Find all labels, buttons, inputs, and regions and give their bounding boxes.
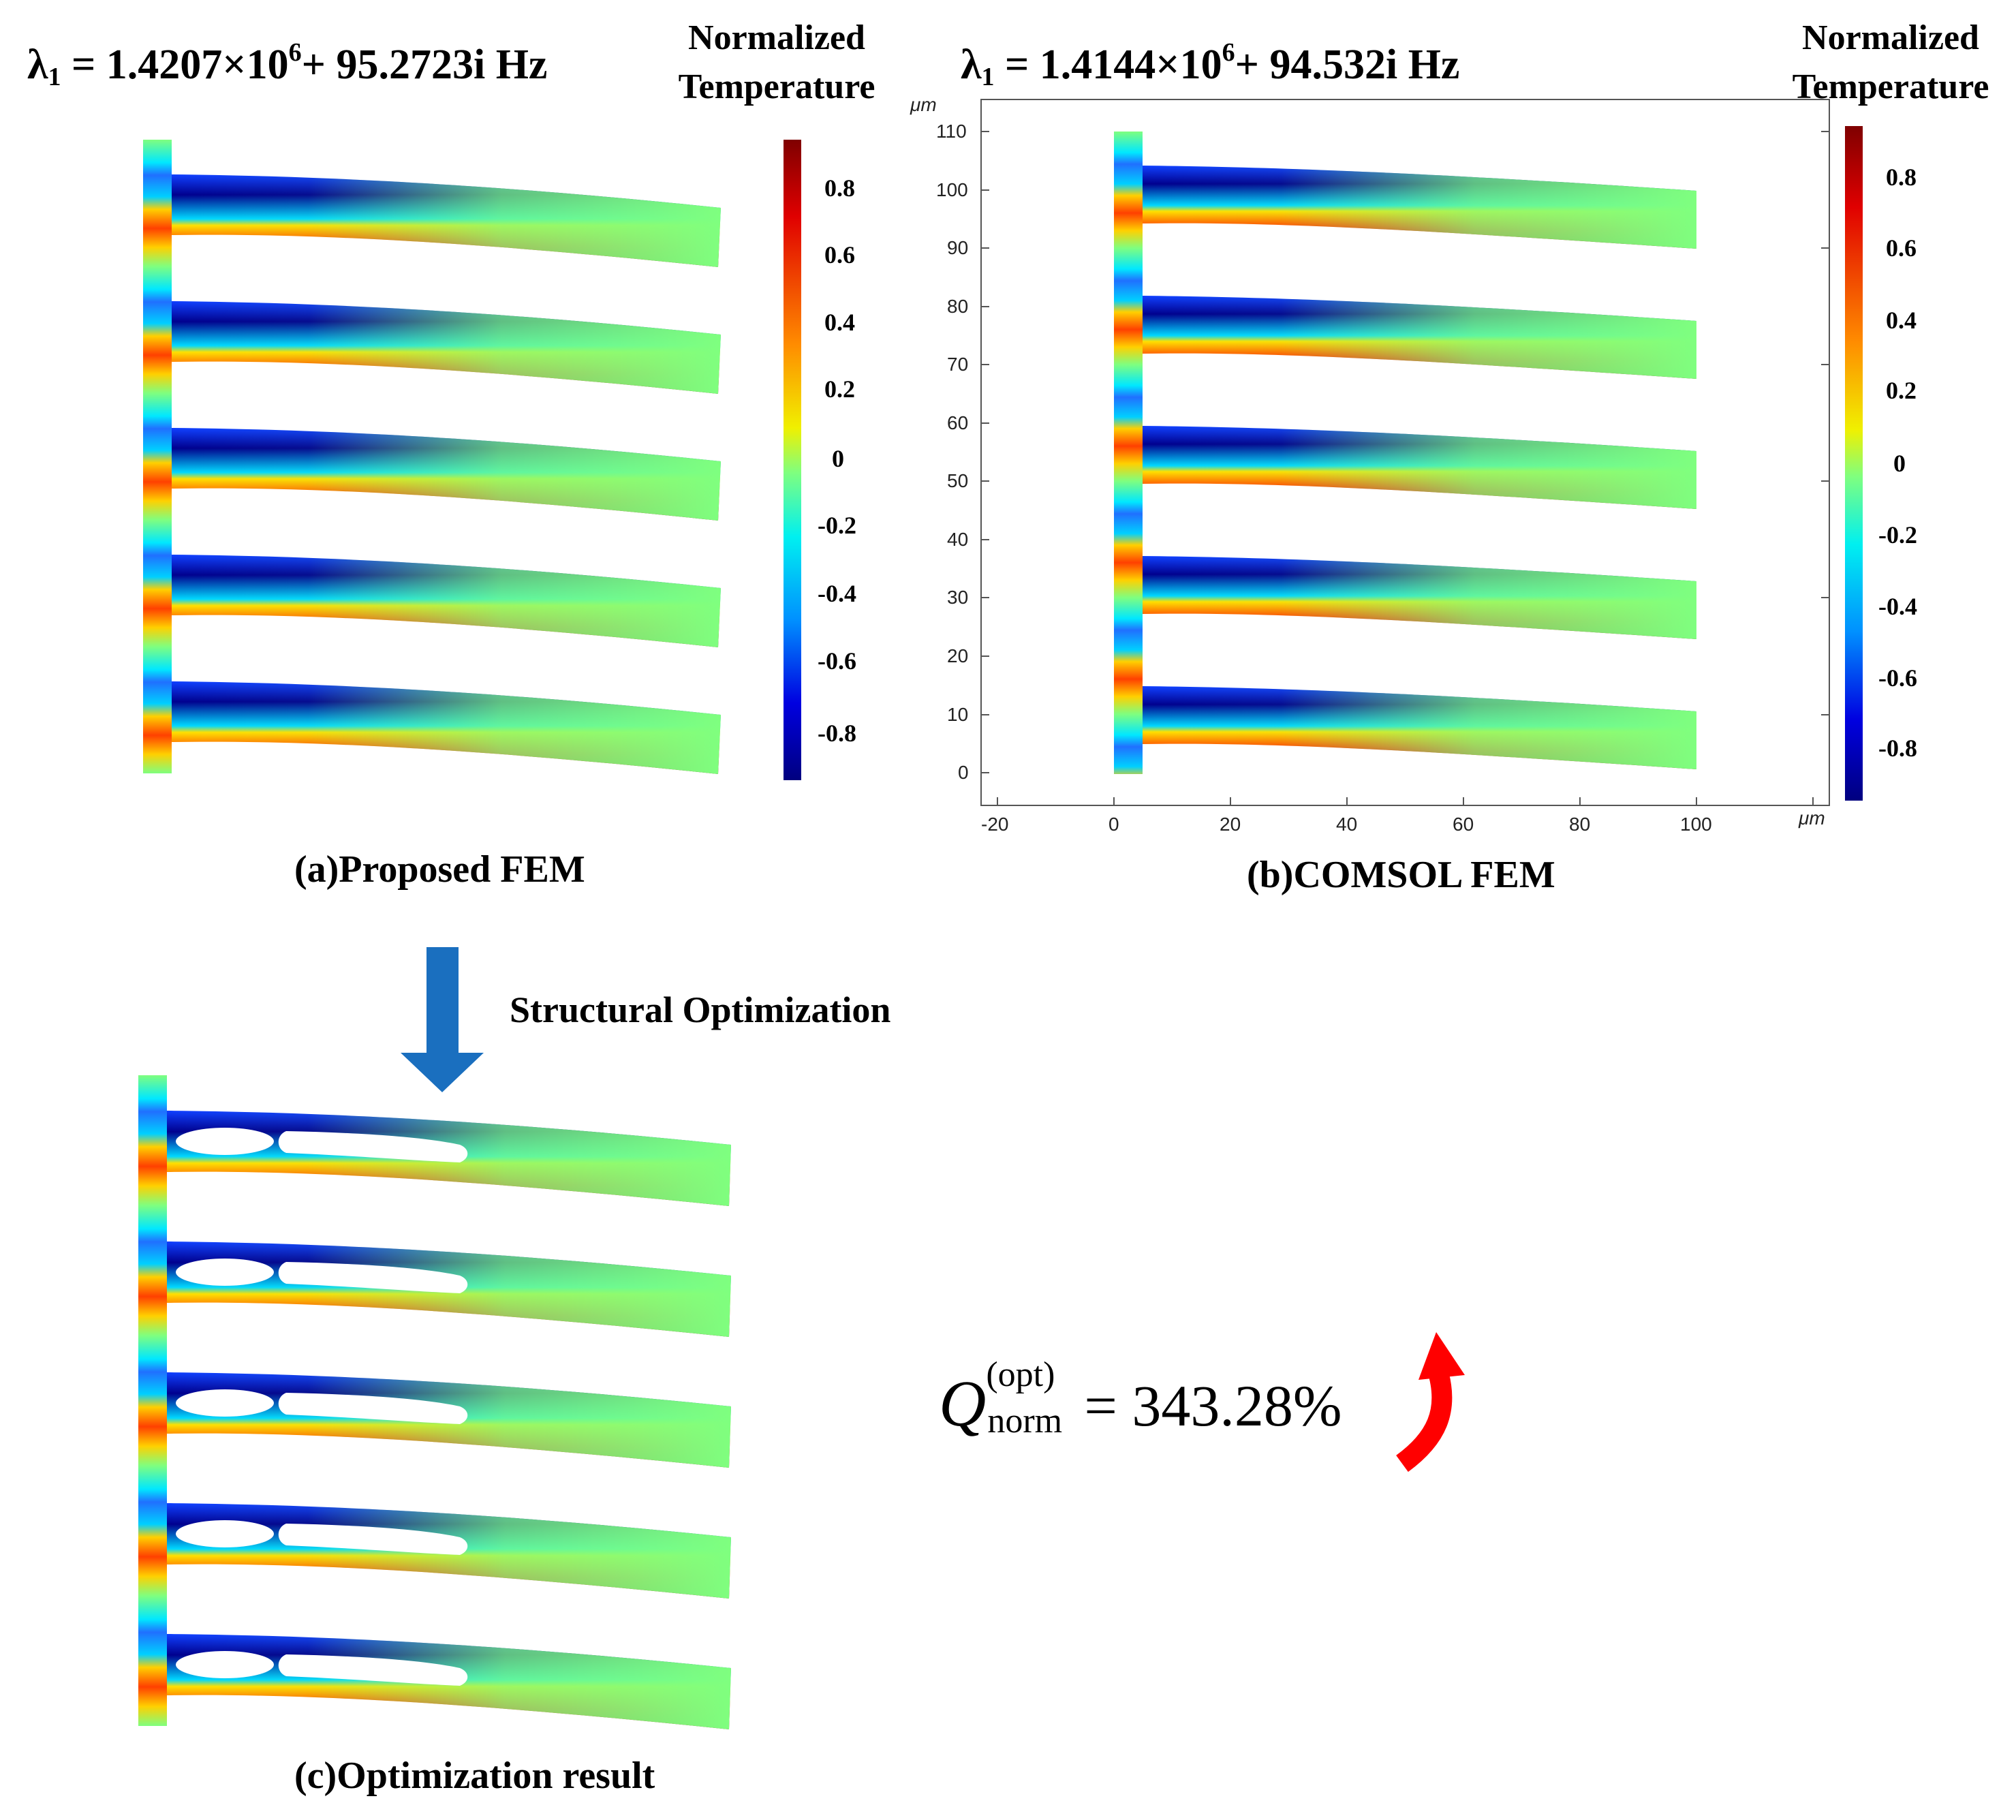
panel-c-hole (176, 1128, 274, 1155)
q-symbol: Q (939, 1367, 987, 1440)
panel-b-eigenvalue: λ1 = 1.4144×106+ 94.532i Hz (961, 38, 1460, 91)
panel-c-beam (167, 1634, 731, 1729)
panel-c-hole (176, 1389, 274, 1417)
increase-arrow-icon (1395, 1372, 1453, 1472)
panel-c-hole (176, 1259, 274, 1286)
panel-b-x-tick: 20 (1220, 814, 1241, 835)
panel-a-colorbar-tick: 0 (832, 445, 844, 472)
panel-b-x-tick: 80 (1569, 814, 1591, 835)
q-value: = 343.28% (1084, 1373, 1342, 1438)
panel-b-y-tick: 110 (936, 121, 967, 142)
panel-a-eigenvalue: λ1 = 1.4207×106+ 95.2723i Hz (27, 38, 548, 91)
panel-b-caption: (b)COMSOL FEM (1247, 854, 1555, 896)
panel-b-beam (1143, 556, 1696, 639)
panel-b-y-tick: 100 (936, 179, 968, 200)
q-result: Q (opt) norm = 343.28% (939, 1357, 1342, 1440)
panel-b-y-tick: 70 (947, 354, 969, 375)
panel-b-colorbar-tick: 0.8 (1886, 164, 1917, 191)
panel-a-colorbar-tick: 0.6 (824, 241, 855, 268)
optimization-arrow-icon (401, 947, 484, 1092)
panel-b-colorbar-tick: 0 (1893, 450, 1906, 477)
panel-b-beam (1143, 686, 1696, 769)
arrow-label: Structural Optimization (510, 989, 891, 1030)
panel-b-colorbar-tick: -0.6 (1878, 664, 1917, 692)
panel-b-y-tick: 10 (947, 704, 969, 725)
panel-a-colorbar-title: Normalized Temperature (678, 18, 875, 106)
panel-b-colorbar-tick: 0.2 (1886, 377, 1917, 404)
panel-c-hole (278, 1131, 468, 1162)
panel-a-beam (172, 555, 721, 647)
panel-a-colorbar-tick: -0.2 (818, 512, 856, 539)
panel-b-structure (1114, 132, 1696, 774)
panel-a-colorbar (784, 140, 801, 780)
panel-b-y-unit: μm (910, 94, 937, 115)
panel-c-hole (278, 1524, 468, 1555)
panel-b-x-tick: 40 (1336, 814, 1358, 835)
panel-b-y-tick: 90 (947, 237, 969, 258)
panel-a-anchor (143, 140, 172, 773)
panel-a-beam (172, 428, 721, 521)
panel-b-y-tick: 30 (947, 587, 969, 608)
panel-b-y-tick: 40 (947, 529, 969, 550)
panel-a-colorbar-tick: 0.2 (824, 375, 855, 403)
panel-b-colorbar-tick: -0.4 (1878, 593, 1917, 620)
panel-a-beam (172, 301, 721, 394)
panel-b-beam (1143, 166, 1696, 249)
panel-a-caption: (a)Proposed FEM (294, 848, 585, 891)
panel-c-hole (176, 1520, 274, 1547)
panel-c-anchor (138, 1075, 167, 1726)
panel-c-beam (167, 1241, 731, 1337)
panel-a-colorbar-tick: -0.4 (818, 580, 856, 607)
q-superscript: (opt) (986, 1355, 1055, 1394)
panel-b-y-tick: 0 (958, 762, 969, 783)
panel-b-axes (980, 99, 1830, 806)
panel-b-colorbar-title: Normalized Temperature (1792, 18, 1989, 106)
panel-b-y-tick: 50 (947, 470, 969, 491)
panel-c-hole (278, 1393, 468, 1424)
panel-c-beam (167, 1503, 731, 1599)
panel-b-x-tick: 100 (1680, 814, 1712, 835)
panel-a-colorbar-tick: -0.6 (818, 647, 856, 675)
panel-b-x-unit: μm (1799, 807, 1825, 829)
panel-a-structure (143, 140, 721, 774)
panel-a-beam (172, 174, 721, 267)
panel-a-colorbar-tick: 0.4 (824, 309, 855, 336)
panel-b-x-tick: 60 (1453, 814, 1474, 835)
panel-b-x-tick: -20 (981, 814, 1009, 835)
panel-b-anchor (1114, 132, 1143, 774)
panel-a-colorbar-tick: 0.8 (824, 174, 855, 202)
panel-c-caption: (c)Optimization result (294, 1755, 655, 1797)
q-subscript: norm (987, 1402, 1063, 1440)
panel-b-colorbar (1845, 126, 1863, 801)
panel-a-beam (172, 681, 721, 774)
panel-b-colorbar-tick: -0.8 (1878, 735, 1917, 762)
panel-b-x-tick: 0 (1108, 814, 1119, 835)
panel-b-x-ticks (997, 797, 1814, 805)
panel-c-hole (278, 1654, 468, 1686)
panel-b-beam (1143, 296, 1696, 379)
panel-c-hole (278, 1262, 468, 1293)
panel-b-y-tick: 60 (947, 412, 969, 433)
increase-arrowhead-icon (1418, 1332, 1465, 1380)
panel-b-y-ticks (981, 131, 1829, 773)
panel-b-colorbar-tick: 0.6 (1886, 234, 1917, 262)
panel-c-structure (138, 1075, 731, 1729)
panel-b-beam (1143, 426, 1696, 509)
panel-a-colorbar-tick: -0.8 (818, 720, 856, 747)
panel-c-hole (176, 1651, 274, 1678)
panel-b-colorbar-tick: -0.2 (1878, 521, 1917, 549)
panel-c-beam (167, 1372, 731, 1468)
panel-b-y-tick: 20 (947, 645, 969, 666)
panel-b-y-tick: 80 (947, 296, 969, 317)
panel-c-beam (167, 1111, 731, 1206)
panel-b-colorbar-tick: 0.4 (1886, 307, 1917, 334)
